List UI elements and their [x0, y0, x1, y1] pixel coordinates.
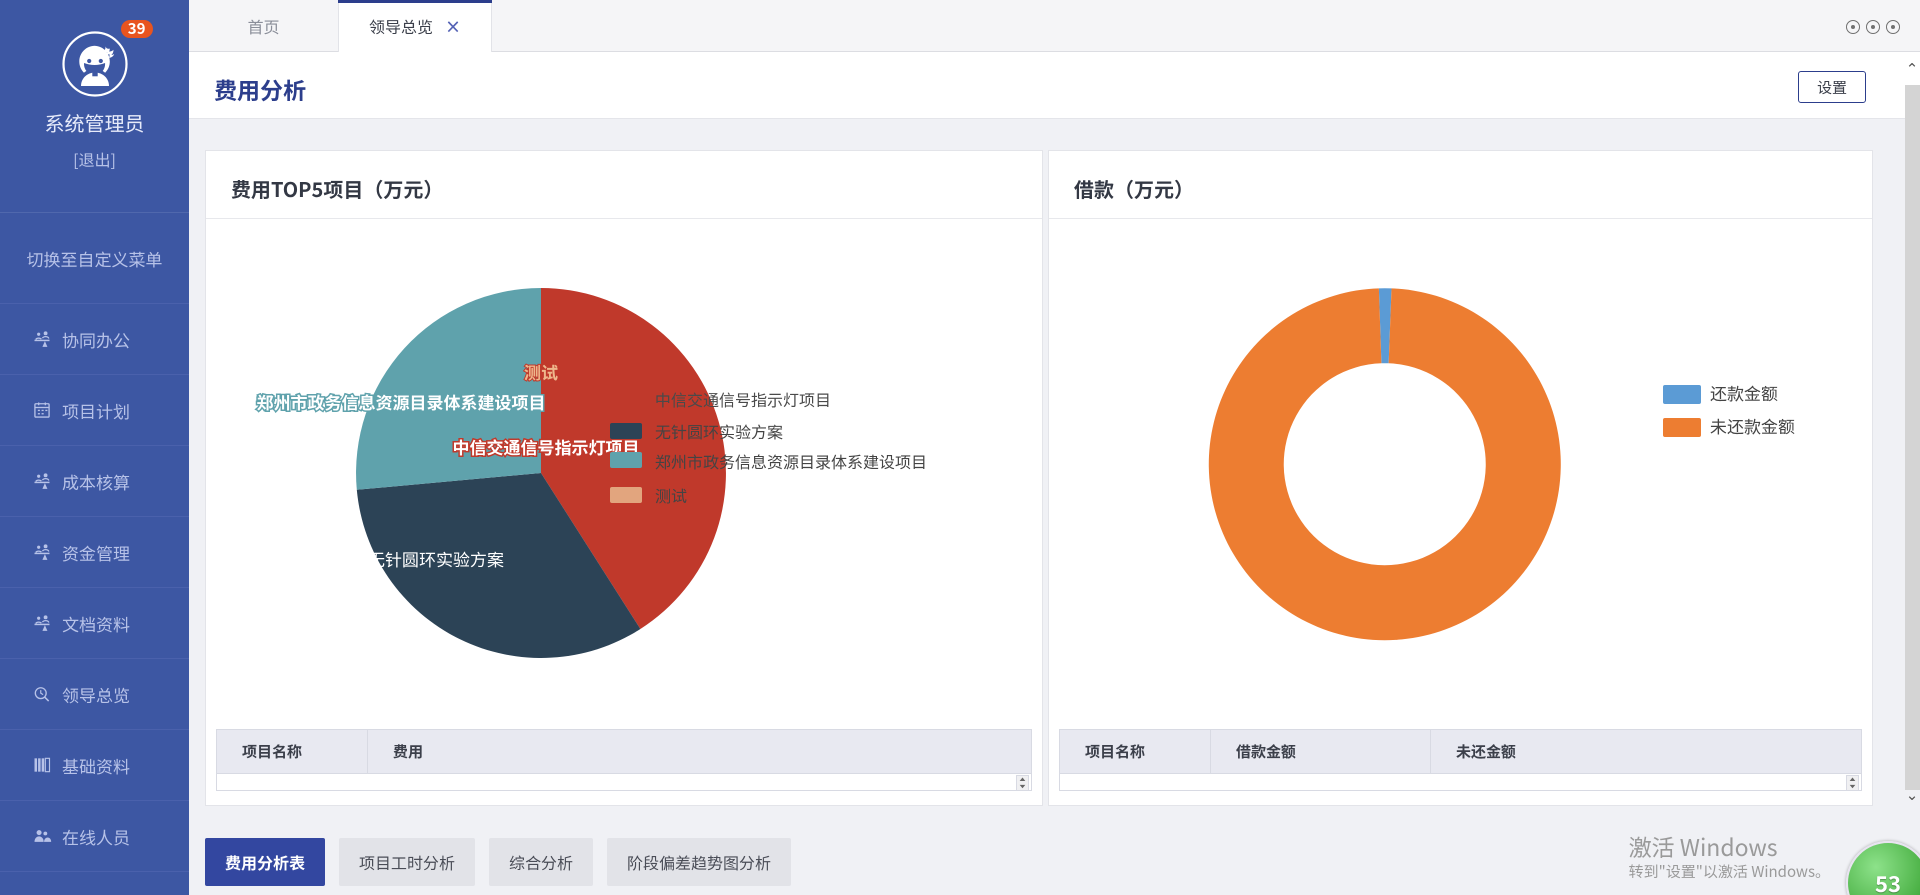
svg-text:还款金额: 还款金额	[1710, 380, 1778, 405]
svg-text:测试: 测试	[524, 359, 558, 384]
svg-text:测试: 测试	[655, 483, 687, 507]
svg-text:郑州市政务信息资源目录体系建设项目: 郑州市政务信息资源目录体系建设项目	[257, 389, 546, 414]
svg-text:无针圆环实验方案: 无针圆环实验方案	[368, 546, 504, 571]
svg-text:无针圆环实验方案: 无针圆环实验方案	[655, 419, 783, 443]
svg-text:郑州市政务信息资源目录体系建设项目: 郑州市政务信息资源目录体系建设项目	[655, 449, 927, 473]
svg-text:未还款金额: 未还款金额	[1710, 413, 1795, 438]
svg-text:中信交通信号指示灯项目: 中信交通信号指示灯项目	[655, 387, 831, 411]
